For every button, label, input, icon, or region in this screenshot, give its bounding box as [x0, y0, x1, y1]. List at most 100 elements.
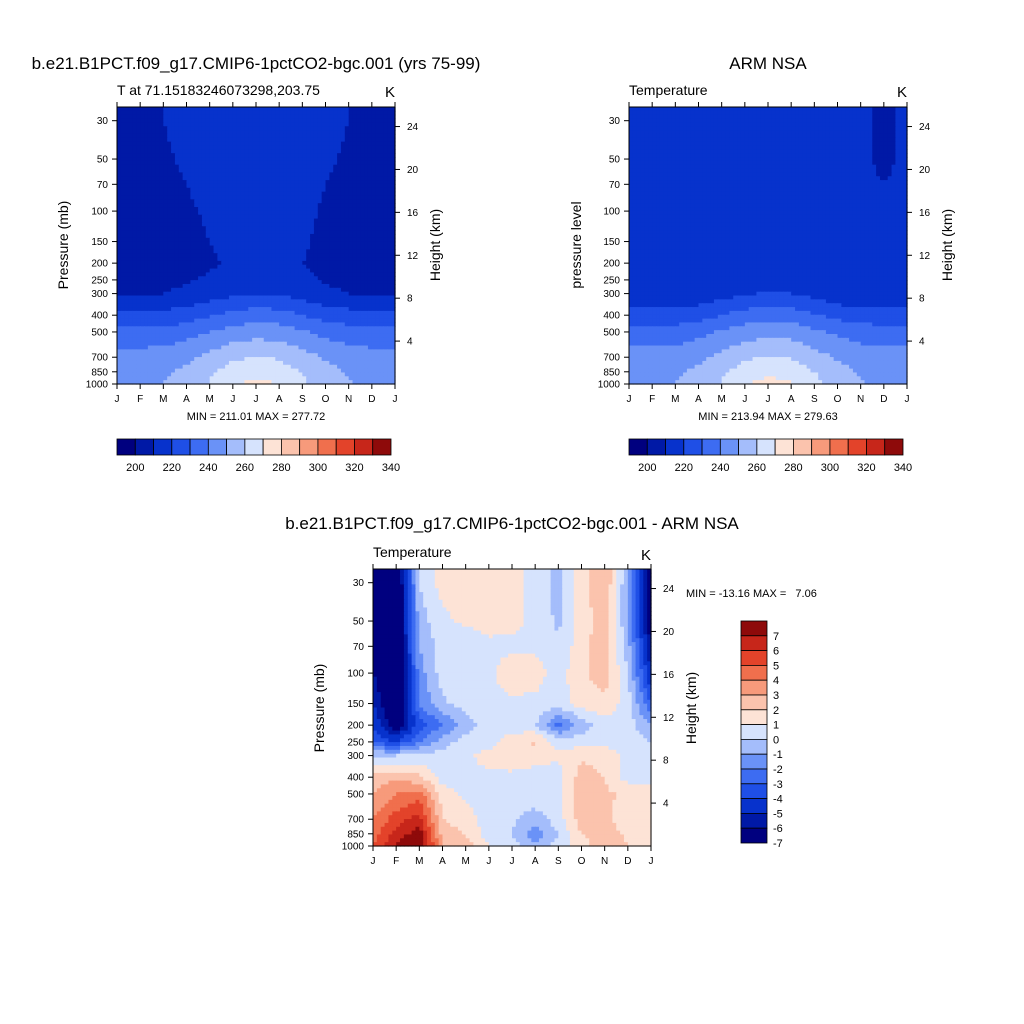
contour-cell	[151, 345, 157, 350]
contour-cell	[244, 295, 249, 300]
contour-cell	[279, 126, 284, 131]
contour-cell	[337, 345, 342, 350]
contour-cell	[174, 180, 180, 185]
contour-cell	[379, 180, 385, 185]
contour-cell	[174, 314, 180, 320]
contour-cell	[244, 176, 249, 181]
contour-cell	[371, 368, 377, 374]
contour-cell	[286, 199, 292, 204]
contour-cell	[167, 345, 172, 350]
contour-cell	[163, 141, 168, 147]
contour-cell	[313, 130, 319, 135]
contour-cell	[248, 322, 253, 327]
contour-cell	[225, 153, 230, 158]
contour-cell	[356, 122, 361, 127]
contour-cell	[329, 330, 334, 335]
contour-cell	[228, 164, 234, 170]
contour-cell	[144, 318, 149, 324]
contour-cell	[217, 222, 222, 227]
contour-cell	[190, 168, 195, 174]
contour-cell	[267, 203, 273, 208]
contour-cell	[387, 191, 392, 197]
contour-cell	[317, 222, 323, 227]
contour-cell	[201, 191, 207, 197]
contour-cell	[286, 164, 292, 170]
contour-cell	[275, 207, 280, 212]
contour-cell	[132, 287, 137, 293]
contour-cell	[228, 253, 234, 258]
contour-cell	[244, 226, 249, 231]
contour-cell	[306, 318, 311, 324]
contour-cell	[240, 145, 246, 150]
contour-cell	[356, 164, 361, 170]
contour-cell	[198, 372, 203, 377]
contour-cell	[321, 357, 327, 362]
contour-cell	[317, 326, 323, 331]
contour-cell	[209, 183, 215, 189]
contour-cell	[344, 276, 350, 281]
contour-cell	[298, 330, 303, 335]
contour-cell	[259, 199, 265, 204]
contour-cell	[140, 149, 145, 154]
contour-cell	[391, 253, 396, 258]
contour-cell	[151, 176, 157, 181]
contour-cell	[132, 237, 137, 243]
contour-cell	[259, 287, 265, 293]
contour-cell	[201, 287, 207, 293]
contour-cell	[321, 345, 327, 350]
contour-cell	[244, 126, 249, 131]
contour-cell	[194, 333, 199, 339]
contour-cell	[290, 187, 296, 193]
contour-cell	[286, 237, 292, 243]
contour-cell	[167, 133, 172, 139]
contour-cell	[321, 195, 327, 200]
contour-cell	[174, 157, 180, 162]
contour-cell	[159, 145, 164, 150]
contour-cell	[286, 183, 292, 189]
contour-cell	[117, 368, 122, 374]
contour-cell	[310, 330, 315, 335]
contour-cell	[383, 330, 388, 335]
contour-cell	[190, 260, 195, 266]
contour-cell	[302, 210, 307, 216]
contour-cell	[298, 107, 303, 112]
contour-cell	[117, 210, 122, 216]
contour-cell	[120, 118, 126, 123]
contour-cell	[256, 295, 261, 300]
contour-cell	[290, 310, 296, 316]
contour-cell	[217, 264, 222, 270]
contour-cell	[310, 214, 315, 220]
contour-cell	[228, 357, 234, 362]
contour-cell	[194, 149, 199, 154]
contour-cell	[317, 314, 323, 320]
contour-cell	[194, 245, 199, 250]
contour-cell	[174, 349, 180, 354]
contour-cell	[128, 314, 134, 320]
contour-cell	[217, 226, 222, 231]
contour-cell	[117, 133, 122, 139]
contour-cell	[352, 245, 357, 250]
contour-cell	[178, 110, 184, 116]
contour-cell	[294, 133, 300, 139]
contour-cell	[140, 295, 145, 300]
contour-cell	[159, 203, 164, 208]
contour-cell	[283, 145, 288, 150]
contour-cell	[387, 295, 392, 300]
contour-cell	[329, 245, 334, 250]
contour-cell	[205, 214, 211, 220]
contour-cell	[340, 160, 346, 166]
contour-cell	[186, 126, 191, 131]
contour-cell	[128, 341, 134, 347]
contour-cell	[240, 295, 246, 300]
contour-cell	[132, 268, 137, 274]
contour-cell	[194, 276, 199, 281]
contour-cell	[344, 299, 350, 304]
contour-cell	[155, 183, 161, 189]
contour-cell	[252, 368, 257, 374]
contour-cell	[209, 157, 215, 162]
contour-cell	[364, 130, 369, 135]
contour-cell	[279, 210, 284, 216]
contour-cell	[213, 180, 218, 185]
contour-cell	[383, 310, 388, 316]
contour-cell	[209, 330, 215, 335]
